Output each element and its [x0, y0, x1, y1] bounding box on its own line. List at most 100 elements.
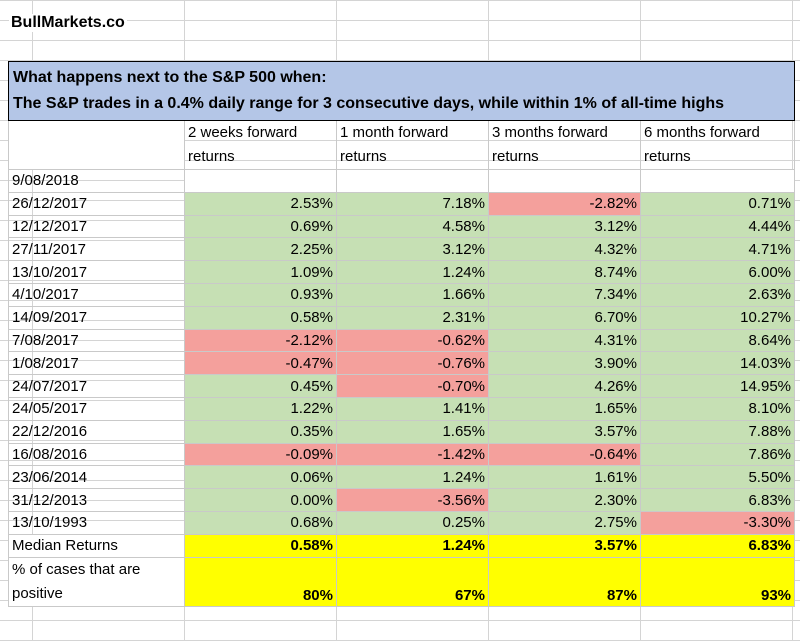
- return-cell[interactable]: 0.25%: [336, 510, 489, 535]
- return-cell[interactable]: -0.76%: [336, 351, 489, 376]
- return-cell[interactable]: 10.27%: [639, 305, 796, 330]
- return-cell[interactable]: 4.31%: [488, 328, 641, 353]
- return-cell[interactable]: 3.90%: [488, 351, 641, 376]
- date-cell[interactable]: 22/12/2016: [8, 419, 185, 444]
- col-header-1m[interactable]: 1 month forward returns: [336, 120, 489, 170]
- date-cell[interactable]: 7/08/2017: [8, 328, 185, 353]
- return-cell[interactable]: 8.64%: [639, 328, 796, 353]
- return-cell[interactable]: 0.69%: [184, 214, 337, 239]
- col-header-3m[interactable]: 3 months forward returns: [488, 120, 641, 170]
- positive-pct-label[interactable]: % of cases that are positive: [8, 556, 185, 607]
- return-cell[interactable]: 3.12%: [336, 237, 489, 262]
- return-cell[interactable]: 6.70%: [488, 305, 641, 330]
- blank-cell[interactable]: [8, 120, 185, 170]
- date-cell[interactable]: 24/07/2017: [8, 374, 185, 398]
- return-cell[interactable]: 0.58%: [184, 305, 337, 330]
- date-cell[interactable]: 12/12/2017: [8, 214, 185, 239]
- return-cell[interactable]: 0.00%: [184, 488, 337, 512]
- date-cell[interactable]: 24/05/2017: [8, 396, 185, 421]
- return-cell[interactable]: 8.10%: [639, 396, 796, 421]
- positive-pct-cell[interactable]: 93%: [639, 556, 796, 607]
- return-cell[interactable]: 8.74%: [488, 260, 641, 284]
- return-cell[interactable]: 7.18%: [336, 191, 489, 216]
- return-cell[interactable]: 6.00%: [639, 260, 796, 284]
- positive-pct-cell[interactable]: 87%: [488, 556, 641, 607]
- return-cell[interactable]: 0.06%: [184, 465, 337, 490]
- col-header-6m[interactable]: 6 months forward returns: [639, 120, 796, 170]
- median-value-cell[interactable]: 1.24%: [336, 533, 489, 558]
- return-cell[interactable]: 5.50%: [639, 465, 796, 490]
- return-cell[interactable]: 0.93%: [184, 282, 337, 307]
- return-cell[interactable]: 0.45%: [184, 374, 337, 398]
- return-cell[interactable]: 2.75%: [488, 510, 641, 535]
- return-cell[interactable]: 7.34%: [488, 282, 641, 307]
- col-header-2w[interactable]: 2 weeks forward returns: [184, 120, 337, 170]
- return-cell[interactable]: 0.71%: [639, 191, 796, 216]
- column-header-row: 2 weeks forward returns 1 month forward re…: [8, 120, 796, 170]
- return-cell[interactable]: 2.53%: [184, 191, 337, 216]
- return-cell[interactable]: 1.09%: [184, 260, 337, 284]
- date-cell[interactable]: 13/10/1993: [8, 510, 185, 535]
- return-cell[interactable]: -2.12%: [184, 328, 337, 353]
- return-cell[interactable]: -0.62%: [336, 328, 489, 353]
- positive-pct-cell[interactable]: 67%: [336, 556, 489, 607]
- return-cell[interactable]: 4.71%: [639, 237, 796, 262]
- return-cell[interactable]: 1.22%: [184, 396, 337, 421]
- median-value-cell[interactable]: 6.83%: [639, 533, 796, 558]
- date-cell[interactable]: 14/09/2017: [8, 305, 185, 330]
- return-cell[interactable]: -0.70%: [336, 374, 489, 398]
- return-cell[interactable]: 14.03%: [639, 351, 796, 376]
- table-row: 1/08/2017 -0.47% -0.76% 3.90% 14.03%: [8, 351, 796, 376]
- return-cell[interactable]: -0.09%: [184, 442, 337, 467]
- return-cell[interactable]: 6.83%: [639, 488, 796, 512]
- return-cell[interactable]: 2.30%: [488, 488, 641, 512]
- median-label[interactable]: Median Returns: [8, 533, 185, 558]
- return-cell[interactable]: 4.26%: [488, 374, 641, 398]
- return-cell[interactable]: 7.86%: [639, 442, 796, 467]
- title-line-1: What happens next to the S&P 500 when:: [13, 69, 327, 86]
- current-date-cell[interactable]: 9/08/2018: [8, 169, 185, 193]
- date-cell[interactable]: 16/08/2016: [8, 442, 185, 467]
- return-cell[interactable]: -0.64%: [488, 442, 641, 467]
- return-cell[interactable]: 1.66%: [336, 282, 489, 307]
- return-cell[interactable]: -1.42%: [336, 442, 489, 467]
- return-cell[interactable]: 1.41%: [336, 396, 489, 421]
- date-cell[interactable]: 1/08/2017: [8, 351, 185, 376]
- return-cell[interactable]: 0.68%: [184, 510, 337, 535]
- return-cell[interactable]: 1.24%: [336, 465, 489, 490]
- table-row: 14/09/2017 0.58% 2.31% 6.70% 10.27%: [8, 305, 796, 330]
- median-value-cell[interactable]: 3.57%: [488, 533, 641, 558]
- return-cell[interactable]: 4.44%: [639, 214, 796, 239]
- table-row: 24/07/2017 0.45% -0.70% 4.26% 14.95%: [8, 374, 796, 398]
- table-row: 13/10/1993 0.68% 0.25% 2.75% -3.30%: [8, 510, 796, 535]
- date-cell[interactable]: 26/12/2017: [8, 191, 185, 216]
- median-value-cell[interactable]: 0.58%: [184, 533, 337, 558]
- return-cell[interactable]: 3.12%: [488, 214, 641, 239]
- positive-pct-cell[interactable]: 80%: [184, 556, 337, 607]
- return-cell[interactable]: 1.65%: [488, 396, 641, 421]
- date-cell[interactable]: 31/12/2013: [8, 488, 185, 512]
- return-cell[interactable]: 1.65%: [336, 419, 489, 444]
- return-cell[interactable]: 1.24%: [336, 260, 489, 284]
- table-row: 23/06/2014 0.06% 1.24% 1.61% 5.50%: [8, 465, 796, 490]
- return-cell[interactable]: -0.47%: [184, 351, 337, 376]
- return-cell[interactable]: -2.82%: [488, 191, 641, 216]
- table-row: 12/12/2017 0.69% 4.58% 3.12% 4.44%: [8, 214, 796, 239]
- return-cell[interactable]: 2.63%: [639, 282, 796, 307]
- return-cell[interactable]: 7.88%: [639, 419, 796, 444]
- date-cell[interactable]: 27/11/2017: [8, 237, 185, 262]
- return-cell[interactable]: 1.61%: [488, 465, 641, 490]
- return-cell[interactable]: 2.31%: [336, 305, 489, 330]
- return-cell[interactable]: 0.35%: [184, 419, 337, 444]
- date-cell[interactable]: 13/10/2017: [8, 260, 185, 284]
- return-cell[interactable]: 4.58%: [336, 214, 489, 239]
- date-cell[interactable]: 4/10/2017: [8, 282, 185, 307]
- table-row: 31/12/2013 0.00% -3.56% 2.30% 6.83%: [8, 488, 796, 512]
- return-cell[interactable]: -3.56%: [336, 488, 489, 512]
- return-cell[interactable]: 2.25%: [184, 237, 337, 262]
- return-cell[interactable]: 4.32%: [488, 237, 641, 262]
- return-cell[interactable]: 14.95%: [639, 374, 796, 398]
- return-cell[interactable]: 3.57%: [488, 419, 641, 444]
- date-cell[interactable]: 23/06/2014: [8, 465, 185, 490]
- return-cell[interactable]: -3.30%: [639, 510, 796, 535]
